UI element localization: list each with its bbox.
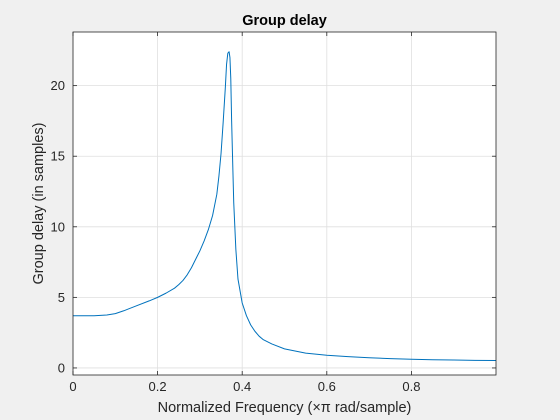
y-tick-labels: 0 5 10 15 20 xyxy=(51,78,65,375)
axes-box xyxy=(72,31,497,376)
tick-marks xyxy=(72,32,496,375)
x-tick-label: 0 xyxy=(69,379,76,394)
x-axis-label: Normalized Frequency (×π rad/sample) xyxy=(158,400,412,416)
x-tick-labels: 0 0.2 0.4 0.6 0.8 xyxy=(69,379,420,394)
x-tick-label: 0.4 xyxy=(233,379,251,394)
y-tick-label: 15 xyxy=(51,149,65,164)
grid-lines xyxy=(72,32,496,375)
plot-area xyxy=(73,32,496,375)
y-axis-label: Group delay (in samples) xyxy=(31,123,47,285)
y-tick-label: 0 xyxy=(58,360,65,375)
x-tick-label: 0.8 xyxy=(402,379,420,394)
y-tick-label: 5 xyxy=(58,290,65,305)
x-tick-label: 0.6 xyxy=(318,379,336,394)
y-tick-label: 10 xyxy=(51,219,65,234)
group-delay-series-line xyxy=(73,51,497,361)
chart-title: Group delay xyxy=(242,13,327,29)
x-tick-label: 0.2 xyxy=(149,379,167,394)
y-tick-label: 20 xyxy=(51,78,65,93)
